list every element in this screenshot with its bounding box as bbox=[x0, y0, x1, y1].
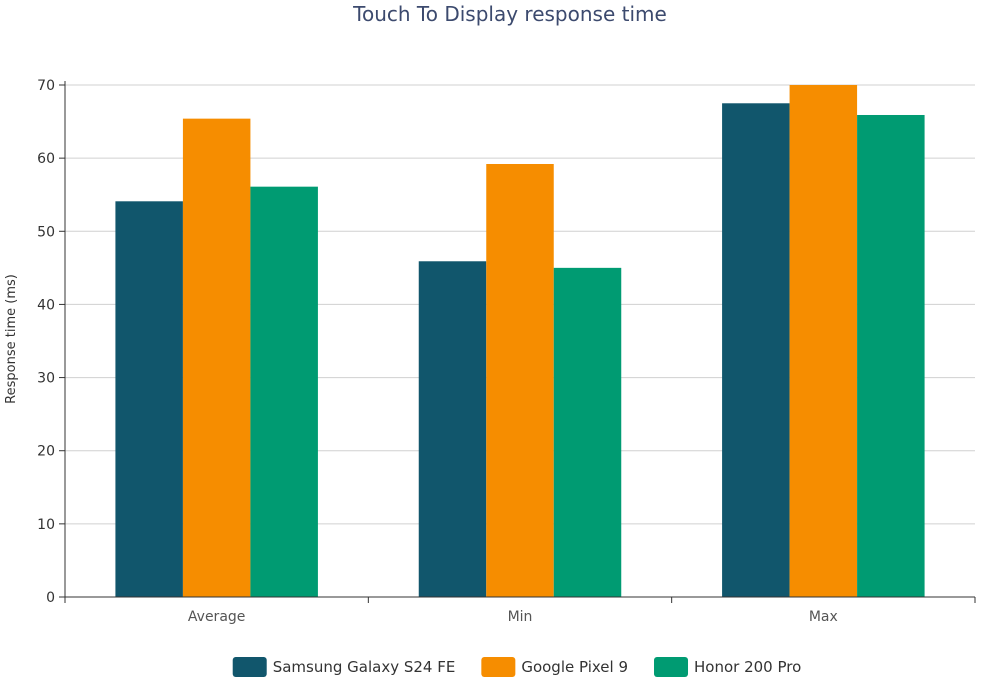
legend-swatch-2[interactable] bbox=[654, 657, 689, 677]
bar-max-0[interactable] bbox=[722, 103, 790, 598]
y-tick-label-40: 40 bbox=[37, 297, 55, 313]
bar-average-1[interactable] bbox=[182, 118, 251, 597]
bar-min-0[interactable] bbox=[418, 261, 487, 597]
y-tick-label-50: 50 bbox=[37, 224, 55, 240]
chart-title: Touch To Display response time bbox=[353, 2, 667, 26]
bar-average-2[interactable] bbox=[250, 186, 318, 597]
y-tick-label-30: 30 bbox=[37, 371, 55, 387]
x-tick-label-2: Max bbox=[809, 609, 838, 625]
bar-max-2[interactable] bbox=[857, 114, 925, 597]
legend-label-2[interactable]: Honor 200 Pro bbox=[694, 658, 801, 676]
y-tick-label-70: 70 bbox=[37, 78, 55, 94]
legend-label-0[interactable]: Samsung Galaxy S24 FE bbox=[273, 658, 456, 676]
bar-min-2[interactable] bbox=[553, 267, 622, 597]
bar-average-0[interactable] bbox=[115, 201, 183, 597]
y-axis-label: Response time (ms) bbox=[4, 274, 19, 404]
legend-label-1[interactable]: Google Pixel 9 bbox=[521, 658, 628, 676]
y-tick-label-60: 60 bbox=[37, 151, 55, 167]
axes: 0 10 20 30 40 50 60 70 Response time (ms) Average… bbox=[4, 78, 976, 625]
bar-min-1[interactable] bbox=[486, 163, 554, 597]
x-tick-label-1: Min bbox=[508, 609, 533, 625]
y-tick-label-10: 10 bbox=[37, 517, 55, 533]
legend[interactable]: Samsung Galaxy S24 FE Google Pixel 9 Honor… bbox=[232, 657, 802, 677]
legend-swatch-0[interactable] bbox=[232, 657, 267, 677]
y-tick-label-20: 20 bbox=[37, 444, 55, 460]
y-tick-label-0: 0 bbox=[46, 590, 55, 606]
legend-swatch-1[interactable] bbox=[481, 657, 516, 677]
x-tick-label-0: Average bbox=[188, 609, 246, 625]
bars bbox=[115, 85, 925, 598]
bar-max-1[interactable] bbox=[789, 85, 858, 597]
